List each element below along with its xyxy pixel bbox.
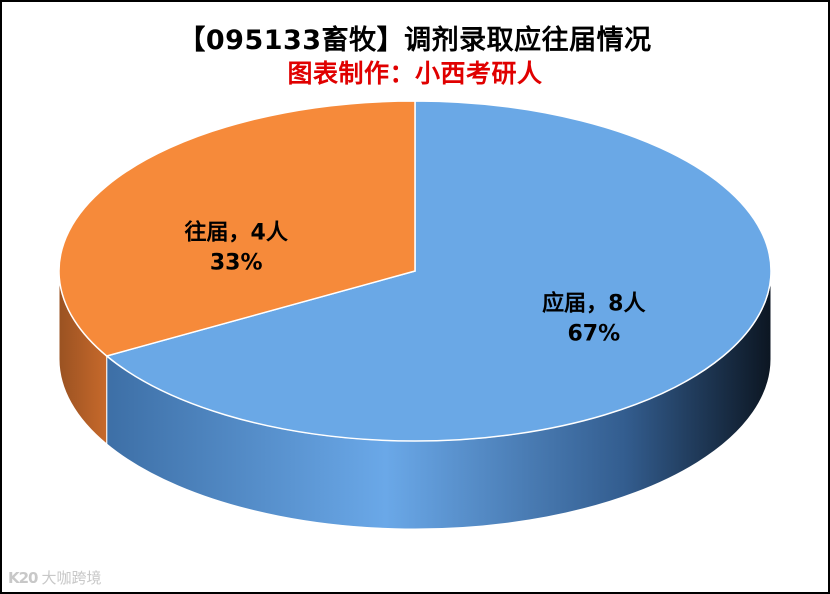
slice-0-top bbox=[105, 100, 772, 442]
slice-0-label: 应届，8人 bbox=[542, 291, 645, 317]
slice-1-percent: 33% bbox=[210, 250, 263, 275]
slice-0-percent: 67% bbox=[567, 322, 620, 347]
slice-1-label: 往届，4人 bbox=[185, 219, 288, 245]
chart-title: 【095133畜牧】调剂录取应往届情况 bbox=[178, 25, 652, 56]
watermark: K20 大咖跨境 bbox=[8, 567, 102, 588]
watermark-text: 大咖跨境 bbox=[41, 569, 102, 587]
chart-subtitle: 图表制作：小西考研人 bbox=[287, 59, 543, 88]
slice-1-top bbox=[58, 100, 416, 357]
watermark-logo: K20 bbox=[8, 568, 38, 587]
